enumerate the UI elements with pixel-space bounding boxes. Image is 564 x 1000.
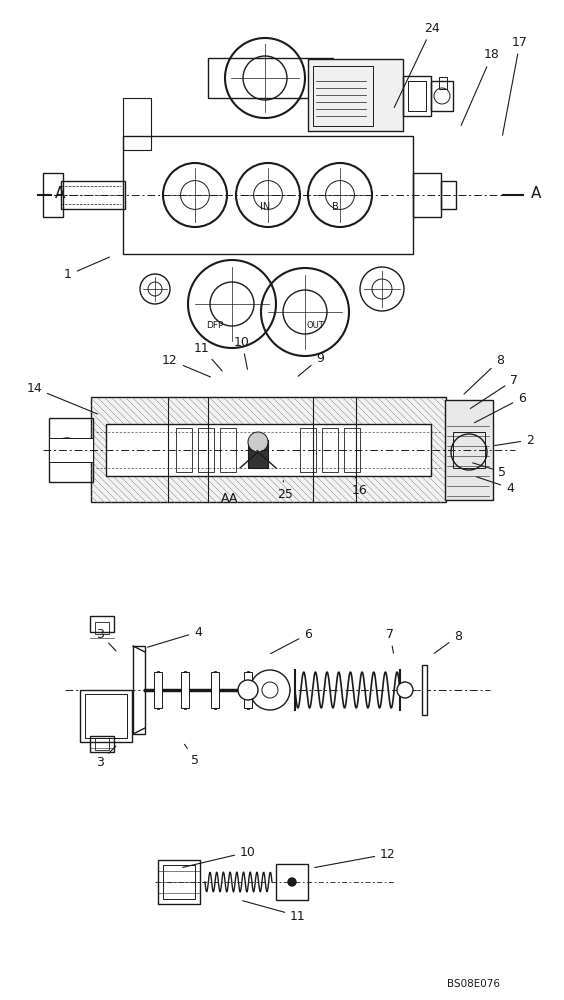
- Bar: [276, 864, 308, 900]
- Text: 10: 10: [234, 336, 250, 369]
- Text: 3: 3: [96, 628, 116, 651]
- Bar: [308, 59, 403, 131]
- Bar: [154, 672, 162, 708]
- Bar: [413, 173, 441, 217]
- Text: 8: 8: [434, 630, 462, 653]
- Text: 24: 24: [394, 21, 440, 107]
- Bar: [181, 672, 189, 708]
- Text: 2: 2: [495, 434, 534, 446]
- Bar: [49, 438, 93, 462]
- Bar: [176, 428, 192, 472]
- Bar: [106, 424, 431, 476]
- Text: 16: 16: [352, 477, 368, 496]
- Bar: [90, 736, 114, 752]
- Text: 4: 4: [148, 626, 202, 647]
- Bar: [198, 428, 214, 472]
- Bar: [61, 181, 125, 209]
- Text: 12: 12: [162, 354, 210, 377]
- Text: DFP: DFP: [206, 322, 224, 330]
- Text: 10: 10: [183, 846, 256, 867]
- Bar: [445, 400, 493, 500]
- Text: 6: 6: [271, 628, 312, 654]
- Bar: [403, 76, 431, 116]
- Circle shape: [397, 682, 413, 698]
- Bar: [453, 432, 485, 468]
- Bar: [90, 616, 114, 632]
- Bar: [211, 672, 219, 708]
- Bar: [300, 428, 316, 472]
- Text: BS08E076: BS08E076: [447, 979, 500, 989]
- Bar: [123, 98, 151, 150]
- Circle shape: [250, 670, 290, 710]
- Bar: [322, 428, 338, 472]
- Text: A: A: [55, 186, 65, 200]
- Bar: [123, 136, 413, 254]
- Text: IN: IN: [260, 202, 270, 212]
- Circle shape: [248, 432, 268, 452]
- Text: 5: 5: [184, 744, 199, 766]
- Bar: [439, 77, 447, 89]
- Bar: [95, 738, 109, 750]
- Bar: [441, 181, 456, 209]
- Bar: [220, 428, 236, 472]
- Text: 8: 8: [464, 354, 504, 394]
- Text: B: B: [332, 202, 338, 212]
- Bar: [43, 173, 63, 217]
- Bar: [163, 865, 195, 899]
- Text: 6: 6: [474, 391, 526, 423]
- Text: 3: 3: [96, 746, 116, 768]
- Bar: [408, 81, 426, 111]
- Text: 9: 9: [298, 352, 324, 376]
- Text: 7: 7: [386, 628, 394, 653]
- Text: 5: 5: [473, 463, 506, 479]
- Bar: [85, 694, 127, 738]
- Text: 14: 14: [27, 381, 98, 414]
- Bar: [91, 397, 446, 502]
- Bar: [208, 58, 333, 98]
- Bar: [431, 81, 453, 111]
- Bar: [133, 646, 145, 734]
- Text: AA: AA: [221, 491, 239, 504]
- Text: 4: 4: [477, 477, 514, 494]
- Text: 11: 11: [194, 342, 222, 371]
- Bar: [248, 440, 268, 468]
- Bar: [244, 672, 252, 708]
- Circle shape: [238, 680, 258, 700]
- Bar: [49, 418, 93, 482]
- Bar: [80, 690, 132, 742]
- Bar: [313, 66, 373, 126]
- Text: 18: 18: [461, 48, 500, 125]
- Text: 12: 12: [315, 848, 396, 867]
- Text: 11: 11: [243, 901, 306, 922]
- Circle shape: [288, 878, 296, 886]
- Text: 17: 17: [503, 35, 528, 135]
- Text: 25: 25: [277, 481, 293, 500]
- Bar: [158, 860, 200, 904]
- Text: 7: 7: [470, 373, 518, 408]
- Text: 1: 1: [64, 257, 109, 282]
- Bar: [95, 622, 109, 634]
- Text: OUT: OUT: [306, 322, 324, 330]
- Bar: [344, 428, 360, 472]
- Text: A: A: [531, 186, 541, 200]
- Bar: [422, 665, 427, 715]
